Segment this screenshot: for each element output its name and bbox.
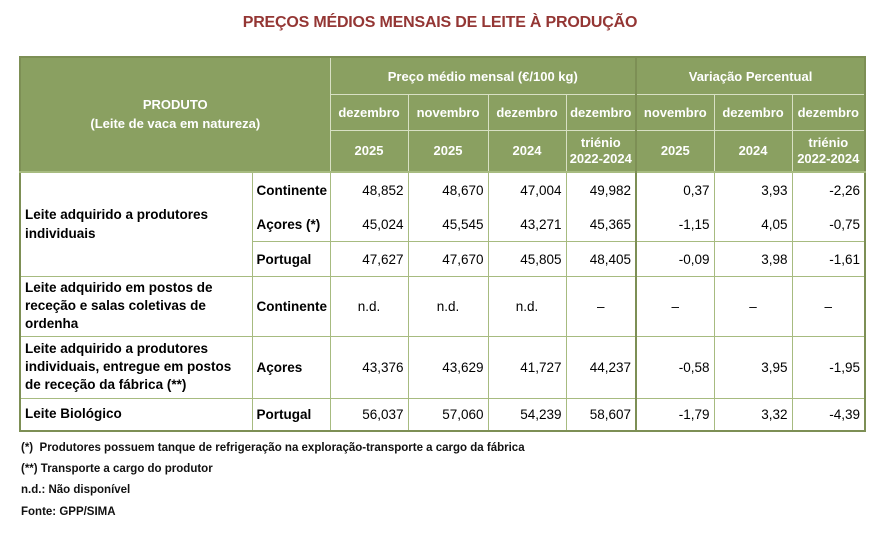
- value-cell: 48,405: [565, 241, 637, 277]
- col-header-month-4: dezembro: [565, 94, 637, 131]
- region-cell: Portugal: [251, 241, 331, 277]
- col-header-year-6: 2024: [713, 130, 793, 173]
- value-cell: -1,95: [791, 335, 866, 399]
- value-cell: 3,93: [713, 171, 793, 207]
- value-cell: 45,365: [565, 207, 637, 242]
- value-cell: 43,629: [407, 335, 489, 399]
- value-cell: n.d.: [407, 276, 489, 337]
- footnote-double-star: (**) Transporte a cargo do produtor: [21, 462, 213, 475]
- produto-header-line2: (Leite de vaca em natureza): [90, 115, 261, 131]
- value-cell: 48,670: [407, 171, 489, 207]
- value-cell: 49,982: [565, 171, 637, 207]
- col-header-year-4: triénio 2022-2024: [565, 130, 637, 173]
- group-header-preco-medio: Preço médio mensal (€/100 kg): [329, 56, 637, 95]
- value-cell: -1,79: [635, 397, 715, 432]
- region-cell: Açores: [251, 335, 331, 399]
- value-cell: 54,239: [487, 397, 567, 432]
- table-row: Leite adquirido a produtores individuais…: [19, 171, 866, 277]
- table-row: Leite adquirido a produtores individuais…: [19, 335, 866, 399]
- col-header-month-6: dezembro: [713, 94, 793, 131]
- table-row: Leite adquirido em postos de receção e s…: [19, 276, 866, 337]
- col-header-produto: PRODUTO (Leite de vaca em natureza): [19, 56, 331, 173]
- col-header-year-1: 2025: [329, 130, 409, 173]
- footnote-star: (*) Produtores possuem tanque de refrige…: [21, 441, 525, 454]
- value-cell: 56,037: [329, 397, 409, 432]
- value-cell: 41,727: [487, 335, 567, 399]
- value-cell: 43,271: [487, 207, 567, 242]
- col-header-month-1: dezembro: [329, 94, 409, 131]
- page-title: PREÇOS MÉDIOS MENSAIS DE LEITE À PRODUÇÃ…: [242, 14, 638, 31]
- value-cell: 3,98: [713, 241, 793, 277]
- value-cell: 3,95: [713, 335, 793, 399]
- product-cell: Leite adquirido em postos de receção e s…: [19, 276, 253, 337]
- col-header-year-7: triénio 2022-2024: [791, 130, 866, 173]
- col-header-month-5: novembro: [635, 94, 715, 131]
- footnote-nd: n.d.: Não disponível: [21, 484, 131, 497]
- value-cell: 58,607: [565, 397, 637, 432]
- value-cell: 45,024: [329, 207, 409, 242]
- value-cell: n.d.: [329, 276, 409, 337]
- value-cell: -0,75: [791, 207, 866, 242]
- table-row: Açores (*) 45,024 45,545 43,271 45,365 -…: [20, 207, 866, 242]
- value-cell: 47,627: [329, 241, 409, 277]
- product-cell: Leite adquirido a produtores individuais…: [19, 335, 253, 399]
- value-cell: 0,37: [635, 171, 715, 207]
- value-cell: -2,26: [791, 171, 866, 207]
- value-cell: -0,09: [635, 241, 715, 277]
- col-header-month-2: novembro: [407, 94, 489, 131]
- value-cell: n.d.: [487, 276, 567, 337]
- value-cell: –: [635, 276, 715, 337]
- value-cell: -1,61: [791, 241, 866, 277]
- table-row: Portugal 47,627 47,670 45,805 48,405 -0,…: [20, 241, 866, 277]
- region-cell: Continente: [251, 171, 331, 207]
- col-header-year-3: 2024: [487, 130, 567, 173]
- region-cell: Açores (*): [251, 207, 331, 242]
- milk-prices-table: PRODUTO (Leite de vaca em natureza) Preç…: [19, 56, 867, 432]
- product-cell: Leite Biológico: [19, 397, 253, 432]
- value-cell: 4,05: [713, 207, 793, 242]
- region-cell: Continente: [251, 276, 331, 337]
- value-cell: 44,237: [565, 335, 637, 399]
- footnotes: (*) Produtores possuem tanque de refrige…: [21, 442, 880, 520]
- value-cell: 57,060: [407, 397, 489, 432]
- col-header-month-3: dezembro: [487, 94, 567, 131]
- group-header-variacao: Variação Percentual: [635, 56, 866, 95]
- source-note: Fonte: GPP/SIMA: [21, 505, 116, 518]
- value-cell: 45,805: [487, 241, 567, 277]
- value-cell: -4,39: [791, 397, 866, 432]
- region-cell: Portugal: [251, 397, 331, 432]
- value-cell: –: [713, 276, 793, 337]
- table-row: Leite Biológico Portugal 56,037 57,060 5…: [19, 397, 866, 432]
- col-header-month-7: dezembro: [791, 94, 866, 131]
- value-cell: 48,852: [329, 171, 409, 207]
- value-cell: -1,15: [635, 207, 715, 242]
- value-cell: –: [791, 276, 866, 337]
- value-cell: –: [565, 276, 637, 337]
- product-cell: Leite adquirido a produtores individuais: [19, 171, 253, 277]
- produto-header-line1: PRODUTO: [142, 96, 208, 112]
- col-header-year-5: 2025: [635, 130, 715, 173]
- value-cell: 3,32: [713, 397, 793, 432]
- col-header-year-2: 2025: [407, 130, 489, 173]
- value-cell: 45,545: [407, 207, 489, 242]
- value-cell: -0,58: [635, 335, 715, 399]
- value-cell: 47,670: [407, 241, 489, 277]
- value-cell: 43,376: [329, 335, 409, 399]
- value-cell: 47,004: [487, 171, 567, 207]
